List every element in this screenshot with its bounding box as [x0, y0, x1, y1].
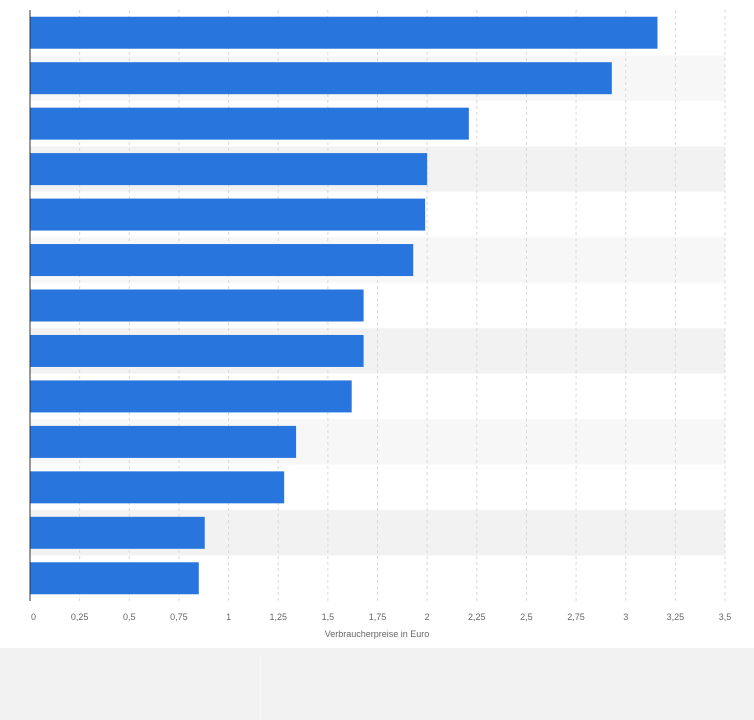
- bar-12: [30, 516, 205, 549]
- bar-5: [30, 198, 426, 231]
- tick-label-3: 0,5: [123, 612, 136, 622]
- bar-11: [30, 471, 285, 504]
- chart-footer: [0, 648, 754, 720]
- tick-label-7: 1,5: [322, 612, 335, 622]
- bar-4: [30, 153, 428, 186]
- bar-6: [30, 244, 414, 277]
- tick-label-10: 2,25: [468, 612, 486, 622]
- x-axis-title: Verbraucherpreise in Euro: [325, 629, 430, 639]
- chart-svg: 0 0,25 0,5 0,75 1 1,25 1,5 1,75 2 2,25 2,5 2,75 3 3,2…: [29, 10, 731, 639]
- tick-label-9: 2: [425, 612, 430, 622]
- tick-labels: 0 0,25 0,5 0,75 1 1,25 1,5 1,75 2 2,25 2,5 2,75 3 3,2…: [31, 612, 731, 622]
- bar-8: [30, 334, 364, 367]
- bar-2: [30, 62, 612, 95]
- footer-divider: [260, 656, 261, 720]
- bar-1: [30, 16, 658, 49]
- bar-7: [30, 289, 364, 322]
- bar-13: [30, 562, 199, 595]
- bar-10: [30, 425, 297, 458]
- bar-3: [30, 107, 469, 140]
- tick-label-14: 3,25: [667, 612, 685, 622]
- bar-9: [30, 380, 352, 413]
- tick-label-13: 3: [623, 612, 628, 622]
- tick-label-8: 1,75: [369, 612, 387, 622]
- tick-label-6: 1,25: [269, 612, 287, 622]
- tick-label-4: 0,75: [170, 612, 188, 622]
- tick-label-5: 1: [226, 612, 231, 622]
- tick-label-11: 2,5: [520, 612, 533, 622]
- bars: [30, 16, 658, 595]
- tick-label-15: 3,5: [719, 612, 732, 622]
- tick-label-2: 0,25: [71, 612, 89, 622]
- tick-label-1: 0: [31, 612, 36, 622]
- tick-label-12: 2,75: [567, 612, 585, 622]
